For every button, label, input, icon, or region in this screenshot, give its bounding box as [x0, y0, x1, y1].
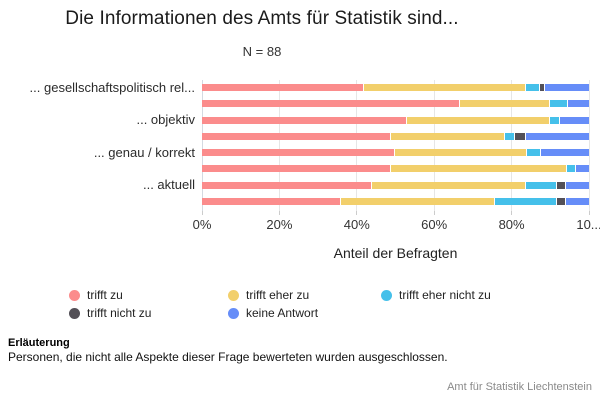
bar-segment[interactable]	[391, 164, 566, 172]
legend-item[interactable]: trifft eher zu	[228, 289, 309, 302]
bar-segment[interactable]	[202, 149, 394, 157]
bar-segment[interactable]	[540, 149, 589, 157]
bar-segment[interactable]	[525, 132, 590, 140]
bar-segment[interactable]	[549, 116, 560, 124]
bar-segment[interactable]	[340, 198, 495, 206]
footnote-text: Personen, die nicht alle Aspekte dieser …	[8, 350, 448, 364]
bar-row	[202, 116, 589, 124]
bar-segment[interactable]	[202, 132, 390, 140]
bar-segment[interactable]	[395, 149, 526, 157]
legend-item[interactable]: trifft nicht zu	[69, 307, 151, 320]
x-axis-tick-label: 0%	[192, 217, 212, 232]
x-axis-tick-mark	[588, 211, 590, 215]
bar-segment[interactable]	[525, 181, 557, 189]
x-axis-tick-label: 10...	[576, 217, 600, 232]
bar-segment[interactable]	[390, 132, 504, 140]
x-axis-tick-label: 60%	[421, 217, 448, 232]
x-axis-title: Anteil der Befragten	[333, 245, 458, 261]
bar-segment[interactable]	[526, 149, 540, 157]
bar-row	[202, 164, 589, 172]
bar-segment[interactable]	[544, 84, 589, 92]
bar-segment[interactable]	[575, 164, 589, 172]
legend-label: trifft zu	[87, 288, 123, 302]
bar-row	[202, 149, 589, 157]
legend-swatch-circle-icon	[228, 308, 239, 319]
chart-title: Die Informationen des Amts für Statistik…	[65, 8, 459, 29]
gridline	[588, 80, 590, 211]
x-axis-tick-label: 40%	[343, 217, 370, 232]
legend-label: trifft eher nicht zu	[399, 288, 491, 302]
legend-swatch-circle-icon	[228, 290, 239, 301]
y-axis-category-label: ... objektiv	[136, 112, 195, 128]
bar-segment[interactable]	[363, 84, 525, 92]
bar-row	[202, 99, 589, 107]
gridline	[278, 80, 280, 211]
bar-segment[interactable]	[566, 164, 575, 172]
footnote-heading: Erläuterung	[8, 337, 70, 349]
y-axis-category-label: ... genau / korrekt	[93, 144, 195, 160]
bar-segment[interactable]	[202, 181, 371, 189]
bar-segment[interactable]	[566, 181, 589, 189]
bar-segment[interactable]	[495, 198, 557, 206]
gridline	[433, 80, 435, 211]
bar-segment[interactable]	[549, 99, 567, 107]
bar-row	[202, 132, 590, 140]
bar-segment[interactable]	[566, 198, 589, 206]
bar-row	[202, 84, 589, 92]
legend-swatch-circle-icon	[381, 290, 392, 301]
gridline	[511, 80, 513, 211]
bar-row	[202, 181, 589, 189]
bar-segment[interactable]	[567, 99, 589, 107]
x-axis-tick-mark	[433, 211, 435, 215]
legend-item[interactable]: keine Antwort	[228, 307, 318, 320]
x-axis-tick-mark	[201, 211, 203, 215]
bar-segment[interactable]	[202, 99, 460, 107]
bar-row	[202, 198, 589, 206]
legend-label: keine Antwort	[246, 306, 319, 320]
bar-segment[interactable]	[540, 84, 544, 92]
legend-swatch-circle-icon	[69, 308, 80, 319]
plot-area	[201, 80, 590, 215]
bar-segment[interactable]	[515, 132, 525, 140]
bar-segment[interactable]	[406, 116, 549, 124]
legend-item[interactable]: trifft eher nicht zu	[381, 289, 491, 302]
y-axis-line	[201, 80, 203, 215]
bar-segment[interactable]	[525, 84, 540, 92]
x-axis-tick-label: 20%	[266, 217, 293, 232]
bar-segment[interactable]	[460, 99, 549, 107]
x-axis-tick-label: 80%	[498, 217, 525, 232]
bar-segment[interactable]	[202, 198, 340, 206]
legend-label: trifft eher zu	[246, 288, 310, 302]
bar-segment[interactable]	[202, 84, 363, 92]
x-axis-tick-mark	[278, 211, 280, 215]
legend-label: trifft nicht zu	[87, 306, 152, 320]
y-axis-category-label: ... gesellschaftspolitisch rel...	[29, 79, 195, 95]
bar-segment[interactable]	[202, 116, 406, 124]
bar-segment[interactable]	[202, 164, 391, 172]
bar-segment[interactable]	[371, 181, 525, 189]
x-axis-tick-mark	[356, 211, 358, 215]
legend-swatch-circle-icon	[69, 290, 80, 301]
bar-segment[interactable]	[557, 198, 566, 206]
bar-segment[interactable]	[557, 181, 566, 189]
bar-segment[interactable]	[504, 132, 515, 140]
y-axis-category-label: ... aktuell	[142, 177, 195, 192]
bar-segment[interactable]	[560, 116, 589, 124]
chart-subtitle: N = 88	[242, 44, 282, 59]
source-credit: Amt für Statistik Liechtenstein	[447, 381, 592, 393]
x-axis-tick-mark	[511, 211, 513, 215]
gridline	[356, 80, 358, 211]
legend-item[interactable]: trifft zu	[69, 289, 123, 302]
